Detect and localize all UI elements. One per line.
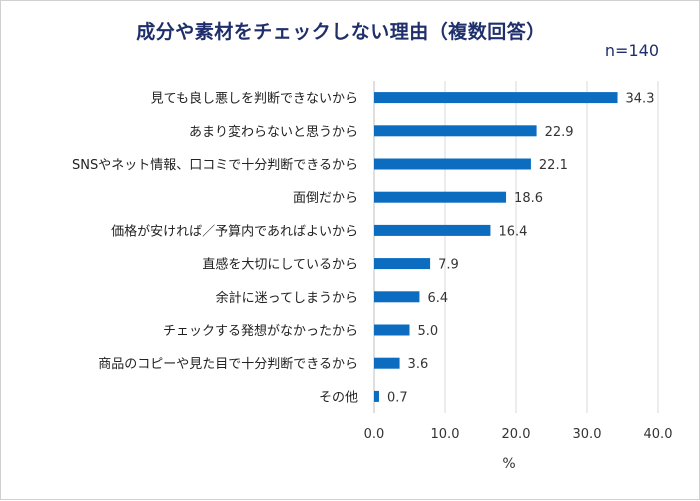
x-axis-label: % <box>502 456 515 472</box>
bar <box>374 224 491 236</box>
value-label: 7.9 <box>438 258 459 273</box>
value-label: 0.7 <box>387 390 408 405</box>
category-label: SNSやネット情報、口コミで十分判断できるから <box>72 158 358 173</box>
sample-size-label: n=140 <box>604 41 659 60</box>
category-label: 直感を大切にしているから <box>202 257 358 273</box>
bar <box>374 324 410 336</box>
x-tick-label: 0.0 <box>364 427 385 442</box>
chart-title: 成分や素材をチェックしない理由（複数回答） <box>136 21 546 43</box>
bar <box>374 158 531 170</box>
bar <box>374 291 420 303</box>
bar <box>374 390 379 402</box>
value-label: 22.9 <box>545 125 574 140</box>
x-tick-label: 10.0 <box>431 427 460 442</box>
x-tick-label: 20.0 <box>502 427 531 442</box>
bar <box>374 191 507 203</box>
category-label: あまり変わらないと思うから <box>189 124 358 140</box>
value-label: 6.4 <box>427 291 448 306</box>
x-tick-label: 30.0 <box>573 427 602 442</box>
value-label: 34.3 <box>626 92 655 107</box>
category-label: チェックする発想がなかったから <box>163 323 358 339</box>
value-label: 22.1 <box>539 158 568 173</box>
value-label: 16.4 <box>498 224 527 239</box>
bar <box>374 92 618 104</box>
category-label: その他 <box>319 390 358 405</box>
bar <box>374 258 431 270</box>
value-label: 3.6 <box>408 357 429 372</box>
category-label: 商品のコピーや見た目で十分判断できるから <box>98 357 358 372</box>
category-label: 価格が安ければ／予算内であればよいから <box>111 223 358 239</box>
value-label: 18.6 <box>514 191 543 206</box>
category-label: 面倒だから <box>293 191 358 206</box>
bar <box>374 357 400 369</box>
category-label: 余計に迷ってしまうから <box>216 290 358 306</box>
bar <box>374 125 537 137</box>
category-label: 見ても良し悪しを判断できないから <box>151 91 358 107</box>
x-tick-label: 40.0 <box>644 427 673 442</box>
value-label: 5.0 <box>418 324 439 339</box>
